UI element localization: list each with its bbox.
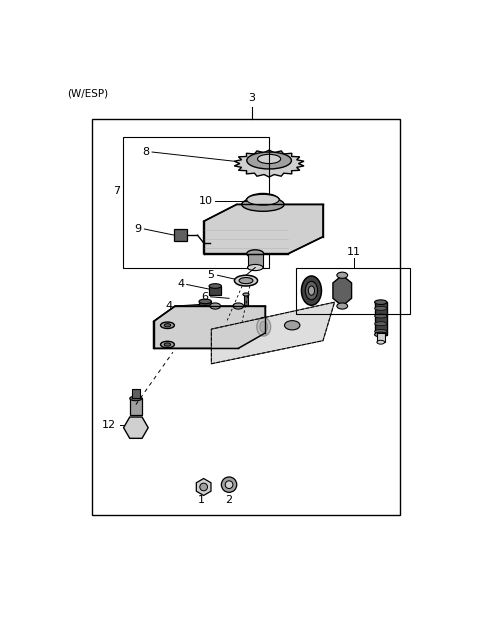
Text: 3: 3	[249, 93, 256, 103]
Text: 4: 4	[166, 301, 173, 311]
Text: (W/ESP): (W/ESP)	[67, 89, 108, 99]
Text: 4: 4	[177, 279, 184, 290]
Text: 6: 6	[201, 292, 208, 302]
Text: 12: 12	[102, 420, 116, 431]
Ellipse shape	[337, 303, 348, 309]
Ellipse shape	[337, 272, 348, 278]
Text: 10: 10	[199, 197, 213, 206]
Text: 9: 9	[134, 224, 142, 234]
Text: 11: 11	[347, 247, 361, 257]
Ellipse shape	[248, 264, 263, 271]
Ellipse shape	[164, 323, 171, 327]
Ellipse shape	[257, 318, 271, 336]
Bar	[248, 254, 263, 267]
Ellipse shape	[374, 329, 387, 333]
Ellipse shape	[199, 299, 211, 304]
Circle shape	[225, 481, 233, 489]
Circle shape	[200, 483, 207, 491]
Bar	[199, 301, 211, 311]
Text: 7: 7	[113, 186, 120, 195]
Ellipse shape	[247, 195, 279, 205]
Ellipse shape	[246, 193, 280, 209]
Ellipse shape	[374, 306, 387, 310]
Bar	[123, 137, 269, 267]
Ellipse shape	[254, 197, 272, 205]
Polygon shape	[196, 478, 211, 496]
Ellipse shape	[305, 281, 318, 300]
Bar	[130, 398, 142, 415]
Ellipse shape	[247, 152, 291, 169]
Ellipse shape	[239, 278, 253, 284]
Ellipse shape	[130, 396, 142, 401]
Ellipse shape	[374, 300, 387, 304]
Ellipse shape	[247, 250, 264, 258]
Ellipse shape	[160, 322, 174, 329]
Text: 1: 1	[198, 495, 205, 505]
Bar	[92, 119, 400, 516]
Bar	[377, 333, 384, 342]
Text: 8: 8	[143, 147, 149, 157]
Circle shape	[221, 477, 237, 493]
Polygon shape	[174, 229, 187, 241]
Ellipse shape	[374, 314, 387, 318]
Polygon shape	[204, 204, 323, 254]
Text: 2: 2	[226, 495, 233, 505]
Ellipse shape	[209, 284, 221, 288]
Ellipse shape	[243, 293, 249, 296]
Ellipse shape	[374, 322, 387, 325]
Ellipse shape	[233, 303, 244, 309]
Bar	[296, 267, 410, 314]
Ellipse shape	[258, 154, 281, 163]
Polygon shape	[333, 275, 351, 306]
Ellipse shape	[234, 275, 258, 286]
Ellipse shape	[164, 343, 171, 346]
Bar	[209, 286, 221, 295]
Ellipse shape	[160, 341, 174, 348]
Polygon shape	[234, 150, 304, 177]
Ellipse shape	[260, 322, 267, 332]
Ellipse shape	[374, 332, 387, 337]
Polygon shape	[154, 306, 265, 348]
Text: 5: 5	[207, 271, 214, 280]
Bar	[374, 302, 387, 334]
Polygon shape	[211, 302, 335, 364]
Bar	[132, 389, 140, 398]
Ellipse shape	[242, 197, 284, 211]
Ellipse shape	[308, 286, 314, 295]
Ellipse shape	[377, 340, 384, 344]
Ellipse shape	[210, 303, 221, 309]
Polygon shape	[123, 417, 148, 438]
Ellipse shape	[249, 195, 277, 207]
Ellipse shape	[301, 276, 322, 305]
Ellipse shape	[285, 321, 300, 330]
Bar	[244, 295, 248, 310]
